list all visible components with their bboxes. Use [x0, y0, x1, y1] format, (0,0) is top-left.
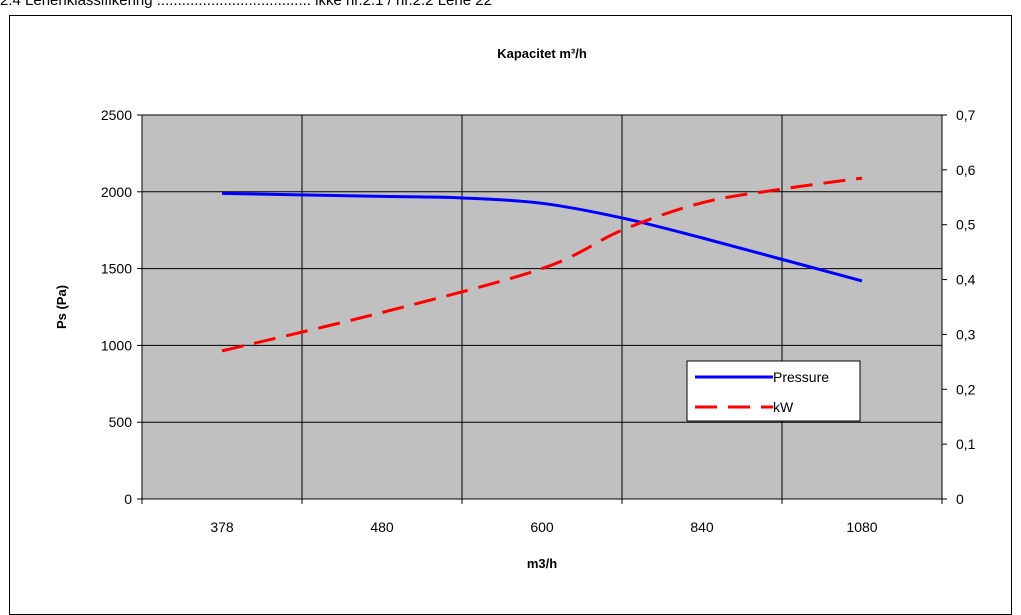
x-tick-label: 480	[370, 519, 394, 535]
x-tick-label: 600	[530, 519, 554, 535]
y2-tick-label: 0,3	[956, 326, 976, 342]
series-line-pressure	[221, 191, 863, 283]
series-line-kw	[221, 176, 863, 353]
y-tick-label: 2500	[101, 107, 132, 123]
y-tick-label: 2000	[101, 184, 132, 200]
y2-tick-label: 0,7	[956, 107, 976, 123]
legend: Pressure kW	[686, 360, 861, 422]
y2-tick-label: 0,5	[956, 217, 976, 233]
x-tick-label: 840	[690, 519, 714, 535]
legend-box	[686, 360, 861, 422]
y2-tick-label: 0	[956, 491, 964, 507]
y-axis-title: Ps (Pa)	[54, 285, 69, 329]
y-tick-label: 500	[109, 414, 133, 430]
legend-label-pressure: Pressure	[773, 369, 829, 385]
chart-title: Kapacitet m³/h	[497, 46, 587, 61]
y-tick-label: 1500	[101, 261, 132, 277]
y-tick-label: 0	[124, 491, 132, 507]
y2-tick-label: 0,1	[956, 436, 976, 452]
x-axis-title: m3/h	[527, 556, 557, 571]
y-tick-label: 1000	[101, 337, 132, 353]
legend-label-kw: kW	[773, 399, 794, 415]
x-tick-label: 378	[210, 519, 234, 535]
plot-area	[142, 115, 942, 499]
page-header-text: 2.4 Lehenklassifikering ................…	[0, 0, 492, 9]
plot-border	[141, 114, 943, 500]
y2-tick-label: 0,6	[956, 162, 976, 178]
x-tick-label: 1080	[846, 519, 877, 535]
y2-tick-label: 0,4	[956, 272, 976, 288]
y2-tick-label: 0,2	[956, 381, 976, 397]
